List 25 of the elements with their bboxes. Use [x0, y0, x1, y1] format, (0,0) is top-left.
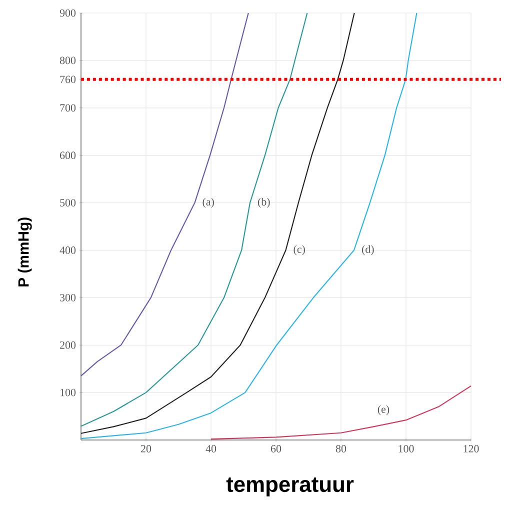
y-tick-label: 900: [60, 9, 76, 17]
y-tick-label: 400: [60, 246, 76, 254]
line-series: [80, 12, 249, 376]
y-tick-label: 500: [60, 199, 76, 206]
x-tick-label: 60: [270, 445, 282, 452]
y-tick-label: 100: [60, 388, 76, 396]
x-tick-label: 40: [206, 445, 216, 452]
x-tick-label: 100: [398, 445, 414, 452]
line-series: [210, 385, 472, 440]
y-tick-label: 200: [60, 341, 76, 349]
y-tick-label: 700: [60, 104, 76, 112]
x-tick-label: 80: [336, 445, 346, 452]
series-label: (d): [362, 245, 374, 256]
x-tick-label: 20: [141, 445, 152, 452]
series-label: (b): [258, 198, 270, 208]
series-label: (a): [202, 198, 214, 208]
y-axis-title: P (mmHg): [18, 218, 32, 286]
y-tick-label: 760: [60, 76, 76, 84]
series-label: (c): [294, 245, 305, 256]
x-axis-title: temperatuur: [226, 478, 354, 496]
y-tick-label: 300: [60, 294, 76, 302]
x-tick-label: 120: [464, 445, 479, 452]
y-tick-label: 600: [60, 152, 76, 160]
series-label: (e): [378, 405, 390, 416]
y-tick-label: 800: [60, 56, 76, 64]
